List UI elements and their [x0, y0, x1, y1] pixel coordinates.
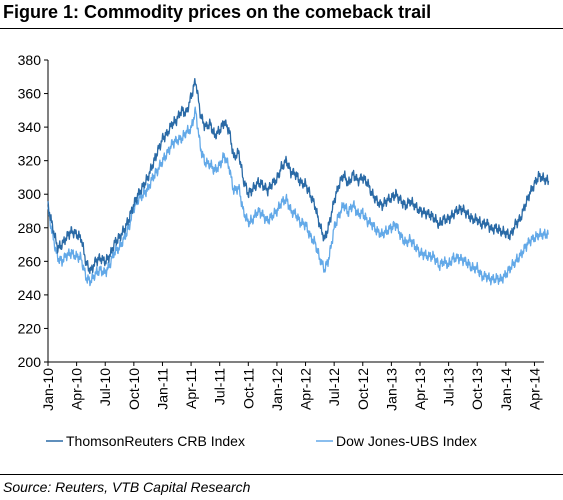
source-rule	[0, 474, 563, 475]
x-tick-label: Jul-13	[441, 368, 457, 406]
x-tick-label: Apr-14	[526, 368, 542, 410]
y-tick-label: 200	[18, 354, 42, 370]
legend: ThomsonReuters CRB Index Dow Jones-UBS In…	[46, 433, 477, 449]
x-tick-label: Jan-14	[498, 368, 514, 411]
chart: 200 220 240 260 280 300 320 340 360 380 Jan-10 Apr…	[18, 52, 550, 449]
y-tick-label: 320	[18, 153, 42, 169]
x-tick-label: Jan-10	[40, 368, 56, 411]
y-tick-label: 340	[18, 119, 42, 135]
x-tick-label: Oct-13	[469, 368, 485, 410]
legend-label: Dow Jones-UBS Index	[336, 433, 477, 449]
x-tick-label: Oct-11	[240, 368, 256, 409]
x-tick-label: Apr-13	[412, 368, 428, 410]
x-tick-label: Jul-10	[97, 368, 113, 406]
source-note: Source: Reuters, VTB Capital Research	[3, 479, 251, 495]
legend-label: ThomsonReuters CRB Index	[66, 433, 245, 449]
y-tick-label: 300	[18, 186, 42, 202]
y-axis: 200 220 240 260 280 300 320 340 360 380	[18, 52, 49, 370]
y-tick-label: 380	[18, 52, 42, 68]
x-tick-label: Jul-11	[212, 368, 228, 405]
x-tick-label: Apr-11	[183, 368, 199, 409]
title-rule	[0, 28, 563, 29]
chart-title: Figure 1: Commodity prices on the comeba…	[3, 2, 432, 22]
x-tick-label: Apr-10	[69, 368, 85, 410]
x-tick-label: Oct-10	[126, 368, 142, 410]
x-tick-label: Oct-12	[355, 368, 371, 410]
x-tick-label: Jan-11	[154, 368, 170, 410]
y-tick-label: 280	[18, 220, 42, 236]
y-tick-label: 240	[18, 287, 42, 303]
series-lines	[47, 77, 550, 287]
y-tick-label: 260	[18, 253, 42, 269]
y-tick-label: 360	[18, 86, 42, 102]
x-tick-label: Jan-12	[269, 368, 285, 411]
x-axis: Jan-10 Apr-10 Jul-10 Oct-10 Jan-11 Apr-11 Jul-…	[40, 361, 544, 411]
x-tick-label: Jan-13	[383, 368, 399, 411]
series-line-1	[47, 106, 549, 287]
series-line-0	[47, 77, 550, 275]
y-tick-label: 220	[18, 320, 42, 336]
x-tick-label: Apr-12	[298, 368, 314, 410]
x-tick-label: Jul-12	[326, 368, 342, 406]
